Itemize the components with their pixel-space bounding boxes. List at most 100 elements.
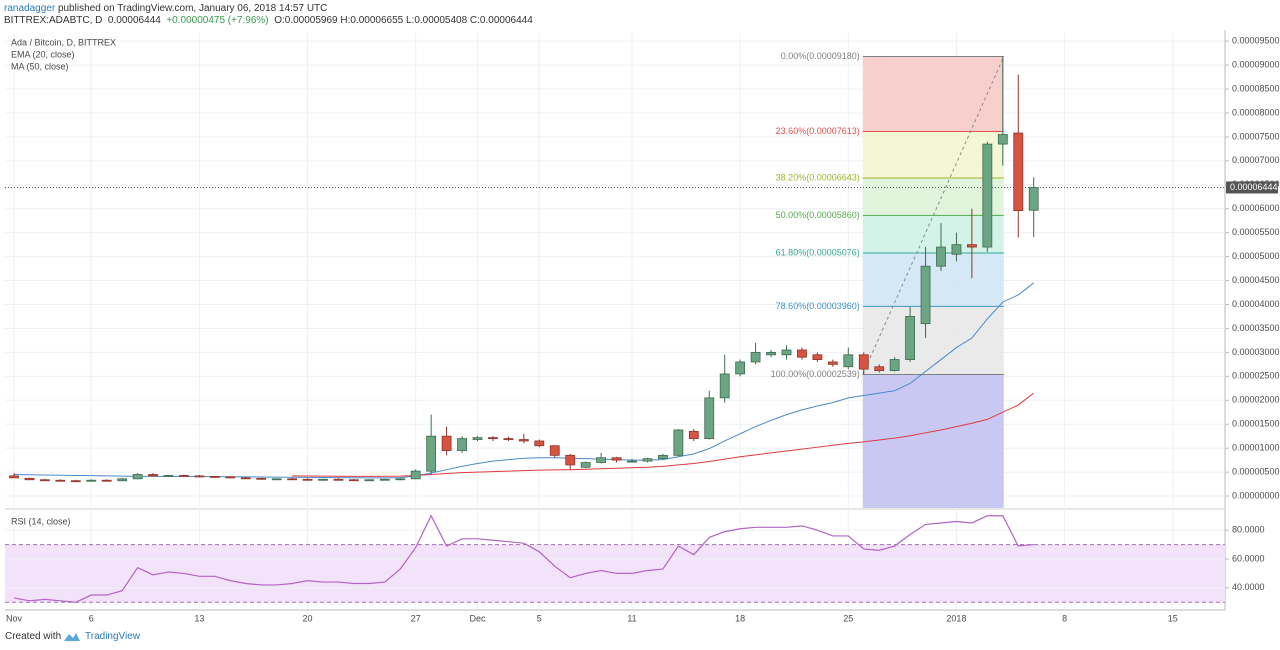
- header-line: ranadagger published on TradingView.com,…: [4, 3, 327, 14]
- candle-body: [364, 479, 375, 482]
- y-tick-label: 0.00002000: [1232, 395, 1280, 405]
- y-tick-label: 0.00007500: [1232, 131, 1280, 141]
- brand-logo: [64, 633, 80, 641]
- x-tick-label: 27: [411, 613, 421, 623]
- candle-body: [395, 478, 406, 481]
- candle-body: [472, 437, 483, 440]
- last-price-label: 0.00006444: [1230, 182, 1278, 192]
- candle-body: [148, 474, 158, 477]
- candle-body: [812, 354, 823, 360]
- footer-brand[interactable]: TradingView: [85, 631, 141, 642]
- y-tick-label: 40.0000: [1232, 582, 1265, 592]
- candle-body: [580, 462, 591, 468]
- logo-shape: [64, 633, 80, 641]
- candle-body: [889, 359, 900, 371]
- candle-body: [225, 476, 236, 479]
- y-tick-label: 0.00001500: [1232, 419, 1280, 429]
- fib-extension-zone: [862, 374, 1004, 508]
- candle-body: [70, 480, 81, 483]
- candle-body: [549, 445, 560, 456]
- x-tick-label: 11: [627, 613, 636, 623]
- fib-trend-line: [862, 56, 1005, 375]
- y-tick-label: 80.0000: [1232, 525, 1265, 535]
- x-tick-label: 8: [1062, 613, 1067, 623]
- candle-body: [920, 265, 931, 325]
- candle-body: [827, 361, 838, 365]
- rsi-line: [13, 514, 1034, 603]
- candle-body: [704, 397, 715, 439]
- candle-body: [9, 475, 19, 479]
- legend-entry: MA (50, close): [11, 61, 69, 71]
- candle-body: [1028, 187, 1039, 211]
- candle-body: [627, 460, 637, 463]
- y-tick-label: 0.00006000: [1232, 203, 1280, 213]
- candle-body: [318, 478, 328, 481]
- candle-body: [503, 438, 514, 440]
- x-tick-label: 13: [194, 613, 204, 623]
- candle-body: [688, 430, 699, 439]
- author[interactable]: ranadagger: [4, 3, 56, 14]
- y-tick-label: 0.00005000: [1232, 251, 1280, 261]
- candle-body: [611, 457, 622, 461]
- y-tick-label: 0.00009500: [1232, 36, 1280, 46]
- candle-body: [179, 475, 189, 477]
- fib-label: 23.60%(0.00007613): [776, 126, 860, 136]
- y-tick-label: 0.00003000: [1232, 347, 1280, 357]
- published: published on TradingView.com, January 06…: [57, 3, 328, 14]
- candle-body: [673, 429, 684, 456]
- candle-body: [302, 478, 313, 481]
- y-tick-label: 0.00004000: [1232, 299, 1280, 309]
- candle-body: [858, 354, 869, 370]
- candle-body: [55, 479, 66, 482]
- x-tick-label: Dec: [469, 613, 486, 623]
- candle-body: [997, 134, 1008, 145]
- y-tick-label: 0.00004500: [1232, 275, 1280, 285]
- y-tick-label: 60.0000: [1232, 553, 1265, 563]
- y-tick-label: 0.00000000: [1232, 490, 1280, 500]
- candle-body: [240, 477, 251, 480]
- fib-label: 100.00%(0.00002539): [771, 369, 860, 379]
- fib-label: 50.00%(0.00005860): [776, 210, 860, 220]
- candle-body: [256, 477, 267, 480]
- y-tick-label: 0.00000500: [1232, 466, 1280, 476]
- candle-body: [797, 349, 807, 358]
- candle-body: [565, 454, 576, 466]
- candle-body: [658, 454, 668, 460]
- candle-body: [24, 477, 35, 481]
- y-tick-label: 0.00009000: [1232, 59, 1280, 69]
- x-tick-label: 5: [537, 613, 542, 623]
- candle-body: [596, 457, 606, 463]
- fib-zone: [862, 131, 1004, 178]
- y-tick-label: 0.00008000: [1232, 107, 1280, 117]
- candle-body: [287, 478, 298, 481]
- candle-body: [905, 316, 915, 360]
- y-tick-label: 0.00007000: [1232, 155, 1280, 165]
- fib-label: 38.20%(0.00006643): [776, 172, 860, 182]
- x-tick-label: 2018: [946, 613, 966, 623]
- candle-body: [457, 438, 467, 451]
- pane-title: RSI (14, close): [11, 516, 71, 526]
- candle-body: [843, 354, 854, 368]
- x-tick-label: 18: [735, 613, 745, 623]
- last-price-box: [1226, 181, 1278, 194]
- candle-body: [488, 437, 498, 440]
- x-tick-label: 6: [89, 613, 94, 623]
- candle-body: [534, 440, 545, 447]
- fib-label: 61.80%(0.00005076): [776, 247, 860, 257]
- fib-zone: [862, 252, 1004, 307]
- x-tick-label: 15: [1168, 613, 1178, 623]
- footer-created: Created with: [5, 631, 62, 642]
- candle-body: [426, 435, 437, 472]
- y-tick-label: 0.00005500: [1232, 227, 1280, 237]
- fib-zone: [862, 56, 1004, 132]
- y-tick-label: 0.00008500: [1232, 83, 1280, 93]
- candle-body: [874, 366, 885, 371]
- candle-body: [410, 470, 421, 480]
- legend-entry: EMA (20, close): [11, 49, 75, 59]
- y-tick-label: 0.00002500: [1232, 371, 1280, 381]
- candle-body: [719, 373, 730, 399]
- candle-body: [86, 479, 97, 482]
- y-tick-label: 0.00003500: [1232, 323, 1280, 333]
- fib-zone: [862, 306, 1004, 375]
